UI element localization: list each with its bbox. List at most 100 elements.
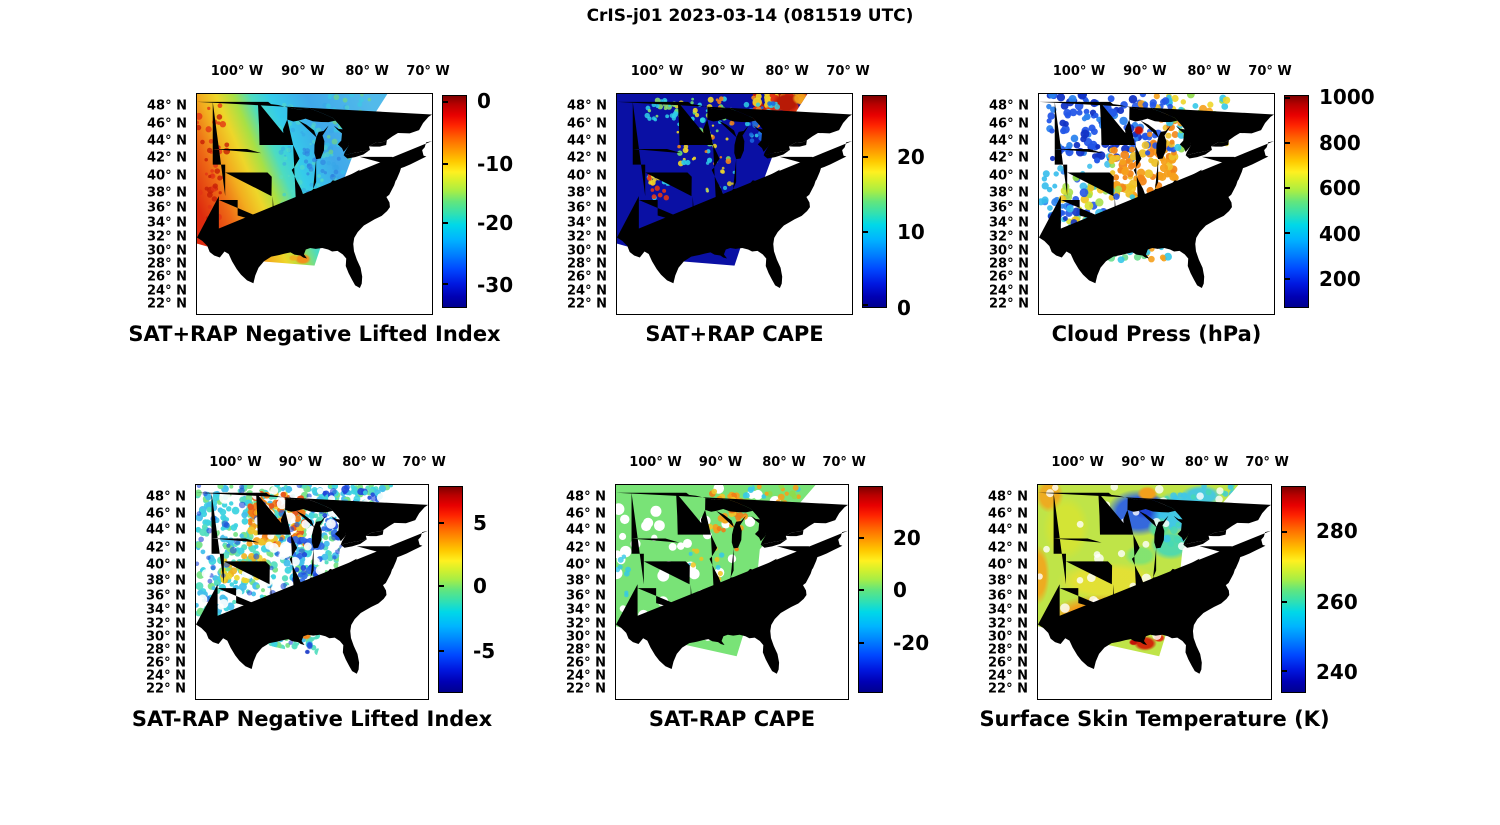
colorbar-tick-label: 20 bbox=[897, 144, 925, 169]
lat-tick-label: 44° N bbox=[146, 522, 186, 538]
lon-tick-label: 100° W bbox=[1051, 455, 1104, 470]
colorbar-tick-mark bbox=[1285, 97, 1290, 100]
lon-tick-label: 80° W bbox=[1187, 64, 1231, 79]
lat-tick-label: 38° N bbox=[567, 185, 607, 201]
colorbar-tick-label: 1000 bbox=[1319, 85, 1375, 110]
panel-title: Surface Skin Temperature (K) bbox=[979, 707, 1330, 731]
colorbar-tick-mark bbox=[1282, 600, 1287, 603]
lat-tick-label: 48° N bbox=[146, 489, 186, 505]
lat-tick-label: 36° N bbox=[567, 200, 607, 216]
lon-tick-label: 100° W bbox=[630, 64, 684, 79]
lat-tick-label: 48° N bbox=[989, 98, 1029, 114]
lon-tick-label: 70° W bbox=[822, 455, 866, 470]
lat-tick-label: 32° N bbox=[989, 229, 1029, 245]
lat-tick-label: 36° N bbox=[146, 588, 186, 604]
lat-tick-label: 46° N bbox=[567, 116, 607, 132]
lon-tick-label: 90° W bbox=[1123, 64, 1167, 79]
colorbar-gradient bbox=[1285, 96, 1308, 307]
lat-tick-label: 26° N bbox=[147, 269, 187, 285]
lat-tick-label: 34° N bbox=[989, 215, 1029, 231]
colorbar-gradient bbox=[859, 487, 882, 692]
colorbar-tick-mark bbox=[863, 303, 868, 306]
lat-tick-label: 40° N bbox=[989, 168, 1029, 184]
lon-tick-label: 90° W bbox=[701, 64, 745, 79]
colorbar bbox=[1281, 486, 1306, 693]
lon-tick-label: 100° W bbox=[629, 455, 682, 470]
lat-tick-label: 30° N bbox=[146, 629, 186, 645]
lat-tick-label: 26° N bbox=[567, 269, 607, 285]
map-cloud-press bbox=[1038, 93, 1275, 315]
lon-tick-label: 70° W bbox=[406, 64, 450, 79]
lat-tick-label: 22° N bbox=[147, 296, 187, 312]
colorbar bbox=[442, 95, 467, 308]
lat-tick-label: 42° N bbox=[566, 540, 606, 556]
colorbar-tick-label: 5 bbox=[473, 510, 487, 535]
colorbar-tick-label: -20 bbox=[477, 210, 514, 235]
lat-tick-label: 24° N bbox=[146, 668, 186, 684]
lat-tick-label: 42° N bbox=[146, 540, 186, 556]
lat-tick-label: 44° N bbox=[567, 133, 607, 149]
lon-tick-label: 70° W bbox=[1245, 455, 1289, 470]
colorbar-tick-mark bbox=[1285, 232, 1290, 235]
map-surface-skin-temp bbox=[1037, 484, 1272, 700]
lat-tick-label: 36° N bbox=[989, 200, 1029, 216]
lat-tick-label: 32° N bbox=[147, 229, 187, 245]
lon-tick-label: 100° W bbox=[1052, 64, 1106, 79]
lat-tick-label: 46° N bbox=[566, 506, 606, 522]
colorbar bbox=[438, 486, 463, 693]
lat-tick-label: 36° N bbox=[147, 200, 187, 216]
colorbar-tick-mark bbox=[863, 231, 868, 234]
colorbar-tick-mark bbox=[1285, 142, 1290, 145]
colorbar bbox=[862, 95, 887, 308]
lat-tick-label: 46° N bbox=[989, 116, 1029, 132]
lat-tick-label: 46° N bbox=[146, 506, 186, 522]
colorbar-tick-label: 800 bbox=[1319, 130, 1361, 155]
lat-tick-label: 44° N bbox=[988, 522, 1028, 538]
colorbar-tick-mark bbox=[859, 588, 864, 591]
colorbar-tick-label: 0 bbox=[473, 573, 487, 598]
lon-tick-label: 100° W bbox=[209, 455, 262, 470]
lat-tick-label: 24° N bbox=[566, 668, 606, 684]
lat-tick-label: 38° N bbox=[988, 573, 1028, 589]
colorbar-tick-label: -5 bbox=[473, 639, 496, 664]
lat-tick-label: 44° N bbox=[566, 522, 606, 538]
lat-tick-label: 34° N bbox=[146, 602, 186, 618]
colorbar-tick-mark bbox=[439, 522, 444, 525]
lat-tick-label: 32° N bbox=[567, 229, 607, 245]
panel-title: SAT-RAP Negative Lifted Index bbox=[131, 707, 493, 731]
lat-tick-label: 22° N bbox=[567, 296, 607, 312]
lat-tick-label: 36° N bbox=[988, 588, 1028, 604]
colorbar-tick-mark bbox=[439, 584, 444, 587]
colorbar-tick-mark bbox=[859, 641, 864, 644]
state-boundaries bbox=[1038, 492, 1271, 674]
lat-tick-label: 42° N bbox=[147, 150, 187, 166]
colorbar-tick-mark bbox=[863, 156, 868, 159]
lat-tick-label: 38° N bbox=[147, 185, 187, 201]
lon-tick-label: 70° W bbox=[826, 64, 870, 79]
lat-tick-label: 28° N bbox=[146, 642, 186, 658]
lat-tick-label: 30° N bbox=[988, 629, 1028, 645]
colorbar-tick-label: 280 bbox=[1316, 519, 1358, 544]
colorbar-tick-label: 260 bbox=[1316, 589, 1358, 614]
lat-tick-label: 22° N bbox=[146, 681, 186, 697]
panel-sat-minus-rap-nli: SAT-RAP Negative Lifted Index 100° W 90° … bbox=[132, 455, 495, 731]
colorbar-tick-label: 240 bbox=[1316, 659, 1358, 684]
lon-tick-label: 90° W bbox=[278, 455, 323, 470]
lat-tick-label: 48° N bbox=[566, 489, 606, 505]
colorbar-tick-mark bbox=[1282, 670, 1287, 673]
colorbar-tick-mark bbox=[439, 649, 444, 652]
lat-tick-label: 38° N bbox=[989, 185, 1029, 201]
lon-tick-label: 90° W bbox=[1121, 455, 1165, 470]
lat-tick-label: 28° N bbox=[567, 256, 607, 272]
colorbar-gradient bbox=[863, 96, 886, 307]
lon-tick-label: 90° W bbox=[698, 455, 743, 470]
lat-tick-label: 28° N bbox=[566, 642, 606, 658]
colorbar-tick-mark bbox=[859, 537, 864, 540]
panel-title: SAT-RAP CAPE bbox=[648, 707, 816, 731]
lat-tick-label: 32° N bbox=[146, 616, 186, 632]
colorbar-tick-mark bbox=[443, 221, 448, 224]
lat-tick-label: 34° N bbox=[566, 602, 606, 618]
panel-surface-skin-temp: Surface Skin Temperature (K) 100° W 90° W… bbox=[979, 455, 1357, 731]
